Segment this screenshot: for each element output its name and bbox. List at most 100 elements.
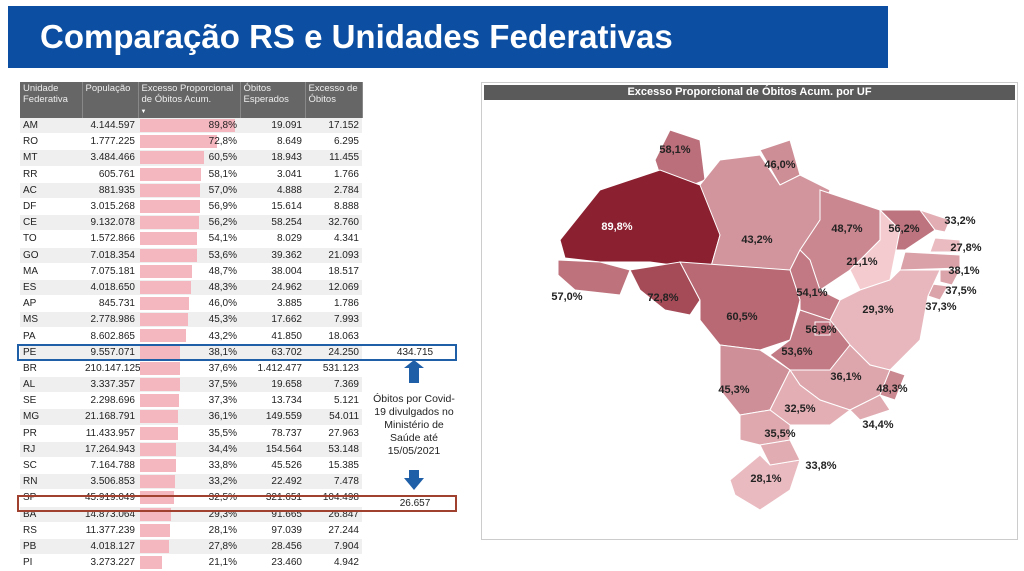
table-cell: SP	[20, 489, 82, 507]
cell-text: 60,5%	[208, 152, 237, 164]
cell-text: 57,0%	[208, 184, 237, 196]
table-cell: 56,2%	[138, 214, 240, 232]
table-cell: 46,0%	[138, 295, 240, 313]
table-cell: 7.993	[305, 311, 362, 329]
table-cell: 63.702	[240, 344, 305, 361]
table-row: TO 1.572.866 54,1% 8.029 4.341	[20, 230, 362, 248]
state-label: 27,8%	[950, 242, 981, 254]
table-cell: 19.091	[240, 118, 305, 135]
map-title: Excesso Proporcional de Óbitos Acum. por…	[484, 85, 1015, 100]
data-bar	[140, 232, 198, 246]
table-cell: 45.526	[240, 457, 305, 475]
table-cell: 3.041	[240, 166, 305, 183]
table-cell: 54,1%	[138, 230, 240, 248]
table-cell: 8.649	[240, 133, 305, 151]
table-cell: 2.778.986	[82, 311, 138, 329]
cell-text: 37,5%	[208, 379, 237, 391]
table-cell: 53.148	[305, 441, 362, 458]
table-cell: 36,1%	[138, 408, 240, 426]
table-cell: BR	[20, 360, 82, 378]
data-bar	[140, 199, 201, 213]
state-label: 56,2%	[888, 223, 919, 235]
table-cell: 2.298.696	[82, 392, 138, 410]
state-label: 58,1%	[659, 144, 690, 156]
table-cell: 32,5%	[138, 489, 240, 507]
table-cell: 881.935	[82, 182, 138, 199]
table-cell: MS	[20, 311, 82, 329]
cell-text: 89,8%	[208, 120, 237, 132]
note-line: Ministério de	[384, 419, 444, 431]
table-row: AP 845.731 46,0% 3.885 1.786	[20, 295, 362, 313]
table-cell: 4.018.127	[82, 538, 138, 556]
table-cell: 7.018.354	[82, 247, 138, 264]
state-label: 48,7%	[831, 223, 862, 235]
data-bar	[140, 394, 180, 408]
state-label: 37,5%	[945, 285, 976, 297]
state-label: 33,2%	[944, 215, 975, 227]
cell-text: 45,3%	[208, 314, 237, 326]
table-cell: 32.760	[305, 214, 362, 232]
column-header: Óbitos Esperados	[240, 82, 306, 118]
table-cell: 4.942	[305, 554, 362, 571]
table-cell: RS	[20, 522, 82, 539]
table-row: RR 605.761 58,1% 3.041 1.766	[20, 166, 362, 183]
cell-text: 56,2%	[208, 217, 237, 229]
table-cell: 13.734	[240, 392, 305, 410]
table-cell: 3.015.268	[82, 198, 138, 216]
table-row: GO 7.018.354 53,6% 39.362 21.093	[20, 247, 362, 264]
table-cell: 22.492	[240, 473, 305, 491]
state-label: 37,3%	[925, 301, 956, 313]
cell-text: 27,8%	[208, 540, 237, 552]
table-cell: RJ	[20, 441, 82, 458]
table-cell: 23.460	[240, 554, 305, 571]
table-cell: 7.369	[305, 376, 362, 394]
header-banner: Comparação RS e Unidades Federativas	[8, 6, 888, 68]
table-row: BR 210.147.125 37,6% 1.412.477 531.123	[20, 360, 362, 378]
state-label: 29,3%	[862, 304, 893, 316]
table-row: ES 4.018.650 48,3% 24.962 12.069	[20, 279, 362, 297]
table-row: SC 7.164.788 33,8% 45.526 15.385	[20, 457, 362, 475]
table-row: PR 11.433.957 35,5% 78.737 27.963	[20, 425, 362, 442]
state-label: 46,0%	[764, 159, 795, 171]
data-bar	[140, 216, 200, 230]
note: Óbitos por Covid- 19 divulgados no Ministé…	[362, 393, 466, 458]
data-bar	[140, 313, 188, 327]
state-label: 34,4%	[862, 419, 893, 431]
table-cell: 3.506.853	[82, 473, 138, 491]
cell-text: 37,6%	[208, 362, 237, 374]
table-cell: 11.377.239	[82, 522, 138, 539]
table-cell: 21,1%	[138, 554, 240, 571]
table-row: PE 9.557.071 38,1% 63.702 24.250	[20, 344, 362, 361]
arrow-down	[404, 478, 424, 490]
table-cell: 1.777.225	[82, 133, 138, 151]
table-cell: 18.063	[305, 327, 362, 345]
data-bar	[140, 345, 181, 359]
state-label: 33,8%	[805, 460, 836, 472]
state	[849, 394, 891, 421]
note-line: 15/05/2021	[387, 445, 441, 457]
data-bar	[140, 183, 201, 197]
table-cell: 3.484.466	[82, 149, 138, 167]
state-label: 54,1%	[796, 287, 827, 299]
data-bar	[140, 361, 180, 375]
table-cell: PA	[20, 327, 82, 345]
state-label: 48,3%	[876, 383, 907, 395]
cell-text: 38,1%	[208, 346, 237, 358]
table-cell: AC	[20, 182, 82, 199]
table-cell: 53,6%	[138, 247, 240, 264]
note-line: Saúde até	[390, 432, 438, 444]
table-cell: 1.412.477	[240, 360, 305, 378]
table-cell: 7.075.181	[82, 263, 138, 280]
table-cell: 37,6%	[138, 360, 240, 378]
state-label: 28,1%	[750, 473, 781, 485]
table-row: MT 3.484.466 60,5% 18.943 11.455	[20, 149, 362, 167]
table-row: DF 3.015.268 56,9% 15.614 8.888	[20, 198, 362, 216]
table-cell: 78.737	[240, 425, 305, 442]
state-label: 53,6%	[781, 346, 812, 358]
arrow-up	[404, 360, 424, 383]
table-cell: 27.963	[305, 425, 362, 442]
data-bar	[140, 167, 202, 181]
table-cell: 56,9%	[138, 198, 240, 216]
br-deaths: 434.715	[396, 347, 434, 358]
cell-text: 36,1%	[208, 411, 237, 423]
